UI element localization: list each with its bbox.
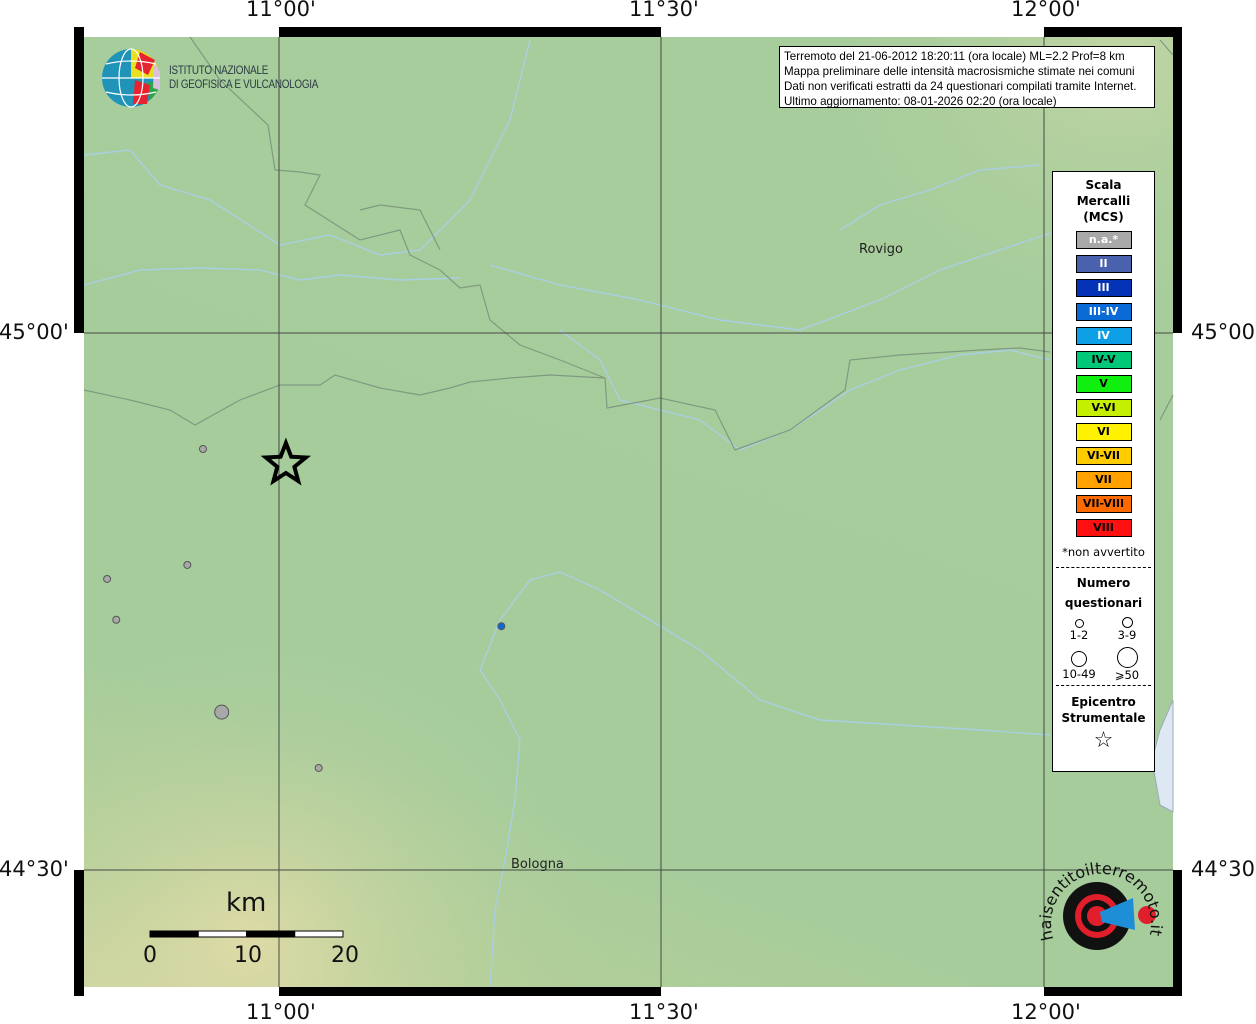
intensity-point [183, 560, 192, 569]
circle-icon [1121, 617, 1133, 628]
legend-class-vivii: VI-VII [1075, 447, 1132, 465]
intensity-point [314, 763, 323, 772]
legend: Scala Mercalli (MCS) n.a.* II III III-IV IV I… [1052, 171, 1155, 772]
count-label: 1-2 [1069, 628, 1089, 642]
tick-bottom-1: 11°00' [246, 1000, 316, 1024]
scale-label-0: 0 [143, 943, 157, 968]
intensity-points [103, 444, 506, 772]
legend-title-1: Scala [1085, 178, 1122, 192]
count-label: ⩾50 [1114, 668, 1140, 682]
intensity-point [198, 444, 207, 453]
tick-right-2: 44°30' [1191, 857, 1256, 881]
info-line-4: Ultimo aggiornamento: 08-01-2026 02:20 (… [784, 95, 1057, 108]
scale-bar-segment [197, 930, 247, 938]
tick-top-3: 12°00' [1011, 0, 1081, 21]
legend-class-viii: VIII [1075, 519, 1132, 537]
place-label-bologna: Bologna [511, 857, 564, 872]
legend-count-title: Numero questionari [1053, 573, 1154, 613]
event-info-box: Terremoto del 21-06-2012 18:20:11 (ora l… [779, 46, 1155, 108]
intensity-point [214, 704, 230, 720]
legend-star-icon: ☆ [1093, 728, 1114, 753]
ingv-line2: DI GEOFISICA E VULCANOLOGIA [169, 79, 319, 91]
legend-divider [1056, 567, 1151, 568]
scale-label-10: 10 [234, 943, 262, 968]
scale-bar-segment [246, 930, 296, 938]
tick-bottom-2: 11°30' [629, 1000, 699, 1024]
frame-segments [74, 27, 1182, 996]
info-line-1: Terremoto del 21-06-2012 18:20:11 (ora l… [784, 50, 1125, 63]
legend-class-viiviii: VII-VIII [1075, 495, 1132, 513]
legend-title-2: Mercalli [1076, 194, 1131, 208]
ingv-line1: ISTITUTO NAZIONALE [169, 65, 269, 77]
legend-epicenter-title: Epicentro Strumentale [1053, 694, 1154, 726]
scale-bar-segment [149, 930, 199, 938]
place-label-rovigo: Rovigo [859, 242, 903, 257]
legend-note: *non avvertito [1062, 545, 1145, 559]
legend-title: Scala Mercalli (MCS) [1053, 177, 1154, 225]
scale-bar [149, 930, 344, 938]
info-line-2: Mappa preliminare delle intensità macros… [784, 65, 1135, 78]
count-label: 3-9 [1117, 628, 1137, 642]
legend-class-iv: IV [1075, 327, 1132, 345]
tick-left-2: 44°30' [0, 857, 69, 881]
graticule [84, 37, 1173, 987]
ingv-logo-text: ISTITUTO NAZIONALE DI GEOFISICA E VULCAN… [169, 64, 318, 92]
count-class-1: 1-2 [1059, 619, 1099, 642]
circle-icon [1116, 647, 1138, 668]
legend-class-vvi: V-VI [1075, 399, 1132, 417]
tick-left-1: 45°00' [0, 320, 69, 344]
scale-label-20: 20 [331, 943, 359, 968]
legend-class-v: V [1075, 375, 1132, 393]
legend-class-iiiiv: III-IV [1075, 303, 1132, 321]
legend-class-na: n.a.* [1075, 231, 1132, 249]
count-class-4: ⩾50 [1107, 647, 1147, 682]
intensity-point [103, 574, 112, 583]
legend-class-vii: VII [1075, 471, 1132, 489]
count-title-2: questionari [1064, 596, 1143, 610]
legend-class-vi: VI [1075, 423, 1132, 441]
tick-bottom-3: 12°00' [1011, 1000, 1081, 1024]
intensity-point [497, 622, 506, 631]
circle-icon [1074, 619, 1084, 628]
legend-class-ii: II [1075, 255, 1132, 273]
scale-bar-segment [294, 930, 344, 938]
count-class-3: 10-49 [1059, 651, 1099, 681]
legend-intensity-classes: n.a.* II III III-IV IV IV-V V V-VI VI VI-VII VII VI… [1053, 231, 1154, 537]
legend-count-sizes: 1-2 3-9 10-49 ⩾50 [1053, 613, 1154, 683]
info-line-3: Dati non verificati estratti da 24 quest… [784, 80, 1137, 93]
epicenter-star-icon [260, 437, 312, 486]
epicenter-title-1: Epicentro [1071, 695, 1136, 709]
epicenter-title-2: Strumentale [1061, 711, 1146, 725]
count-title-1: Numero [1076, 576, 1131, 590]
circle-icon [1071, 651, 1087, 667]
tick-top-2: 11°30' [629, 0, 699, 21]
ingv-logo-globe [102, 48, 160, 108]
legend-class-ivv: IV-V [1075, 351, 1132, 369]
legend-divider [1056, 685, 1151, 686]
legend-class-iii: III [1075, 279, 1132, 297]
rivers [83, 39, 1061, 988]
sea [1151, 699, 1174, 813]
tick-right-1: 45°00' [1191, 320, 1256, 344]
count-class-2: 3-9 [1107, 617, 1147, 642]
intensity-point [112, 615, 121, 624]
tick-top-1: 11°00' [246, 0, 316, 21]
count-label: 10-49 [1062, 667, 1096, 681]
scale-unit: km [226, 888, 267, 918]
legend-title-3: (MCS) [1083, 210, 1124, 224]
